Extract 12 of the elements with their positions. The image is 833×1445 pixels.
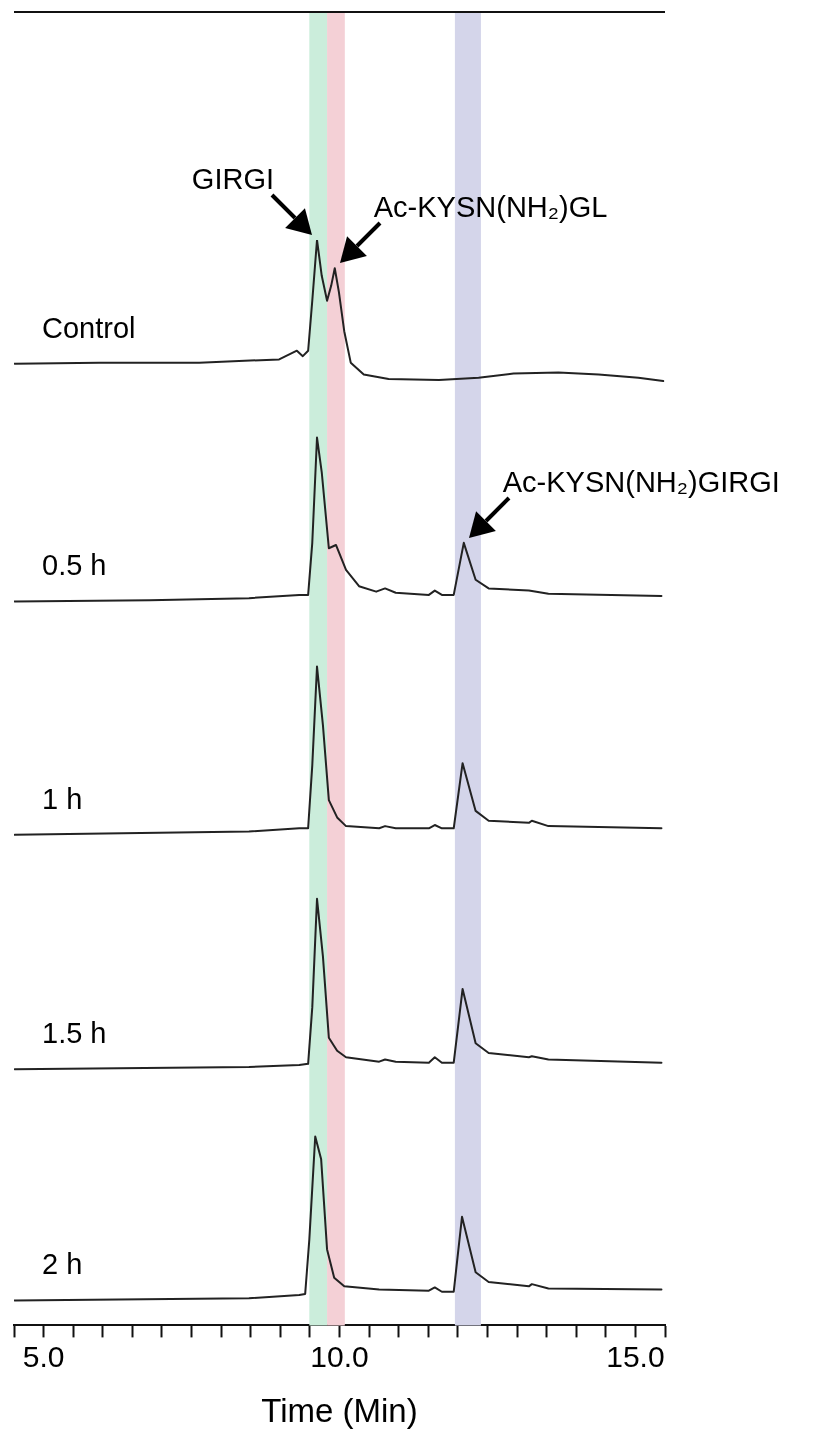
annotation: Ac-KYSN(NH₂)GL	[373, 191, 608, 224]
series-label: 2 h	[42, 1248, 83, 1281]
annotation: GIRGI	[191, 163, 275, 195]
series-label: 1 h	[42, 782, 83, 815]
series-label: 0.5 h	[42, 549, 107, 582]
x-tick-label: 5.0	[22, 1339, 65, 1373]
annotation: Ac-KYSN(NH₂)GIRGI	[502, 465, 780, 498]
x-tick-label: 15.0	[606, 1339, 665, 1373]
series-label: 1.5 h	[42, 1017, 107, 1050]
series-label: Control	[42, 311, 136, 344]
x-axis-title: Time (Min)	[261, 1392, 418, 1430]
x-tick-label: 10.0	[310, 1339, 369, 1373]
